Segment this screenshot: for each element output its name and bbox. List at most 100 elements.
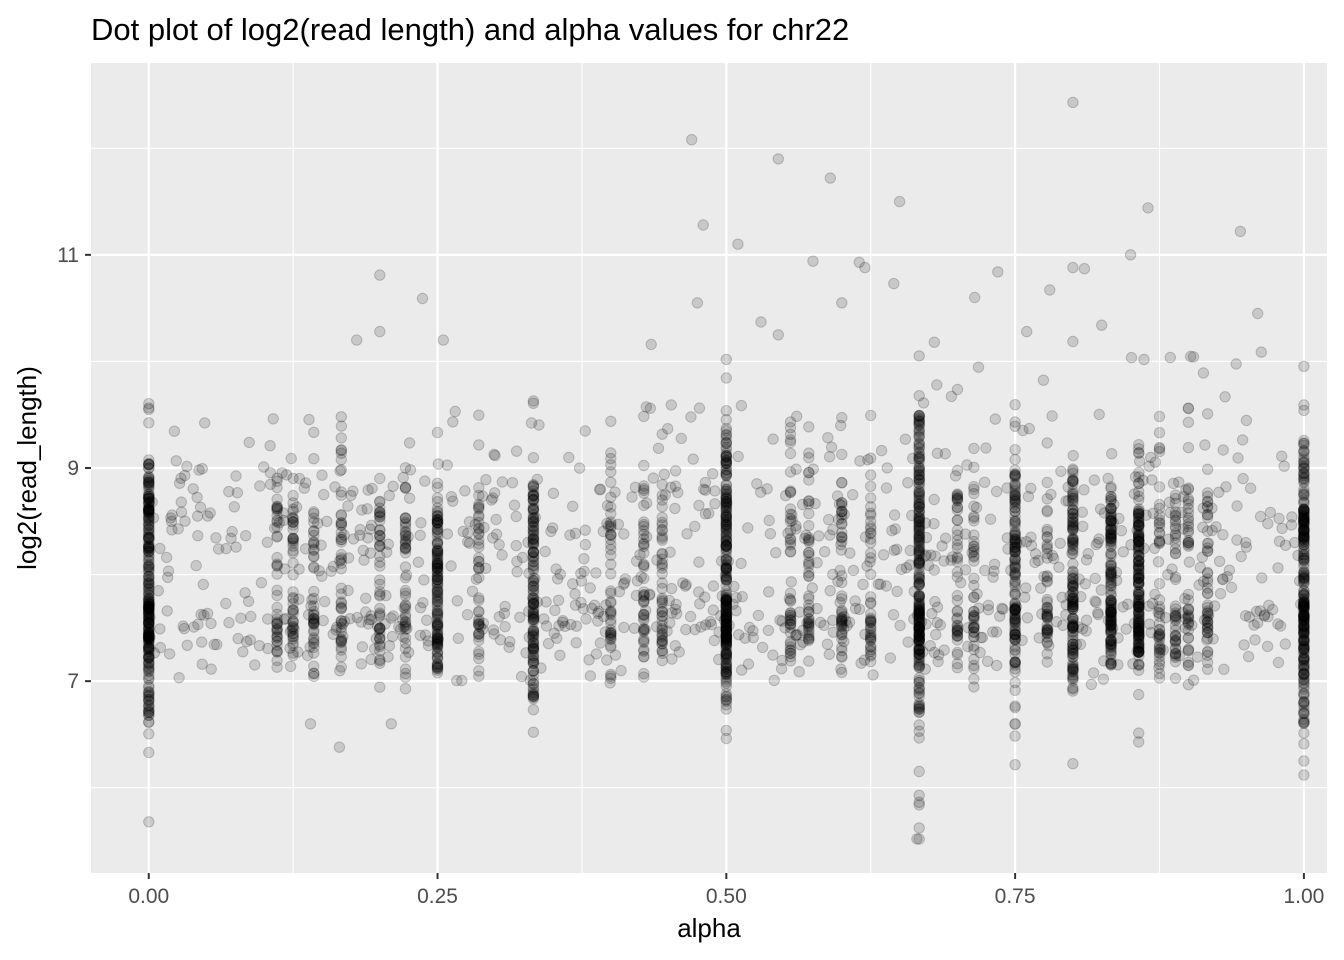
data-point — [906, 509, 918, 522]
data-point — [1143, 618, 1156, 630]
data-point — [527, 637, 540, 650]
data-point — [966, 547, 978, 559]
data-point — [473, 439, 485, 451]
data-point — [527, 481, 540, 493]
data-point — [1169, 629, 1182, 641]
data-point — [742, 522, 754, 534]
data-point — [1009, 470, 1021, 482]
data-point — [431, 608, 444, 621]
data-point — [1125, 539, 1137, 551]
data-point — [1256, 572, 1268, 584]
data-point — [1201, 634, 1213, 646]
data-point — [280, 469, 293, 481]
data-point — [493, 538, 505, 551]
data-point — [575, 567, 587, 580]
data-point — [1298, 360, 1310, 372]
data-point — [463, 516, 476, 528]
data-point — [387, 610, 399, 622]
data-point — [143, 629, 155, 642]
data-point — [143, 573, 155, 585]
data-point — [366, 482, 378, 495]
data-point — [143, 651, 155, 663]
data-point — [431, 651, 444, 663]
data-point — [1240, 541, 1253, 553]
data-point — [143, 545, 155, 557]
data-point — [143, 695, 155, 707]
data-point — [959, 564, 972, 576]
data-point — [192, 530, 204, 542]
data-point — [163, 648, 176, 660]
data-point — [1298, 617, 1310, 630]
data-point — [312, 517, 324, 529]
data-point — [143, 627, 155, 639]
data-point — [499, 621, 511, 633]
data-point — [994, 610, 1006, 622]
data-point — [823, 648, 835, 660]
data-point — [143, 533, 155, 545]
data-point — [527, 597, 540, 610]
data-point — [431, 607, 444, 619]
data-point — [143, 610, 155, 622]
data-point — [527, 613, 540, 625]
data-point — [319, 595, 331, 608]
data-point — [387, 480, 399, 492]
data-point — [271, 631, 283, 644]
data-point — [693, 402, 706, 414]
data-point — [143, 631, 155, 643]
data-point — [891, 543, 903, 555]
data-point — [431, 510, 444, 522]
data-point — [143, 559, 155, 571]
data-point — [527, 665, 540, 677]
data-point — [647, 472, 659, 484]
data-point — [1009, 718, 1021, 730]
data-point — [1187, 351, 1200, 363]
data-point — [527, 649, 540, 662]
data-point — [143, 617, 155, 629]
data-point — [243, 436, 255, 449]
data-point — [143, 546, 155, 559]
data-point — [327, 628, 339, 640]
data-point — [431, 635, 444, 647]
data-point — [1273, 535, 1286, 547]
data-point — [431, 635, 444, 647]
data-point — [1298, 755, 1310, 767]
data-point — [807, 255, 819, 267]
data-point — [143, 707, 155, 719]
data-point — [143, 589, 155, 601]
data-point — [523, 567, 535, 579]
data-point — [1067, 558, 1079, 570]
data-point — [431, 517, 444, 529]
data-point — [1053, 561, 1065, 573]
data-point — [720, 671, 732, 683]
data-point — [461, 609, 474, 621]
data-point — [143, 459, 155, 471]
data-point — [143, 669, 155, 682]
data-point — [720, 422, 732, 435]
data-point — [891, 585, 903, 598]
data-point — [143, 690, 155, 702]
data-point — [831, 490, 844, 502]
data-point — [143, 639, 155, 651]
data-point — [1197, 367, 1210, 379]
data-point — [803, 536, 815, 548]
data-point — [527, 512, 540, 524]
data-point — [527, 652, 540, 664]
data-point — [143, 523, 155, 535]
data-point — [527, 726, 540, 738]
data-point — [431, 587, 444, 599]
data-point — [913, 672, 925, 684]
data-point — [1087, 667, 1100, 679]
data-point — [755, 486, 767, 498]
data-point — [431, 537, 444, 549]
data-point — [143, 627, 155, 639]
data-point — [1272, 656, 1285, 669]
data-point — [893, 195, 906, 208]
data-point — [431, 557, 444, 570]
data-point — [456, 674, 468, 687]
data-point — [838, 635, 850, 648]
data-point — [143, 631, 155, 643]
data-point — [208, 638, 220, 651]
data-point — [913, 410, 925, 422]
data-point — [594, 637, 607, 649]
data-point — [143, 531, 155, 544]
